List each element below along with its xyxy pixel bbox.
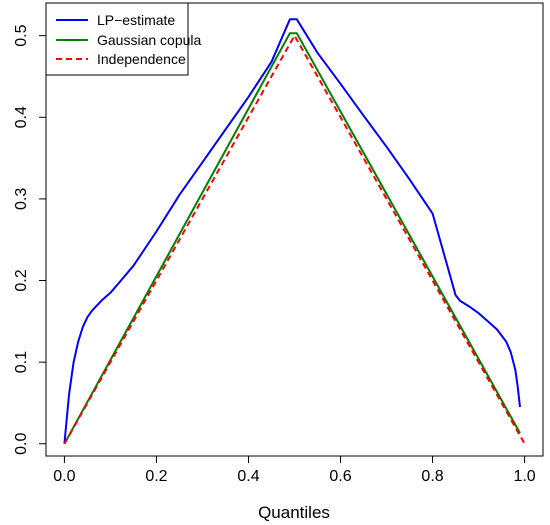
y-tick-label: 0.4 [13,106,30,128]
series-layer [63,18,526,445]
y-tick-label: 0.1 [13,351,30,373]
legend-label-gaussian-copula: Gaussian copula [97,32,202,48]
y-tick-label: 0.2 [13,269,30,291]
x-tick-label: 0.2 [145,468,167,485]
y-tick-label: 0.3 [13,188,30,210]
x-axis-title: Quantiles [258,503,330,522]
y-tick-label: 0.0 [13,433,30,455]
series-line-gaussian-copula [63,32,521,445]
y-axis: 0.0 0.1 0.2 0.3 0.4 0.5 [13,24,47,455]
x-tick-label: 0.6 [329,468,351,485]
x-tick-label: 0.4 [237,468,259,485]
series-line-lp-estimate [63,18,521,444]
x-tick-label: 0.0 [53,468,75,485]
series-line-independence [63,34,526,445]
legend-label-lp-estimate: LP−estimate [97,12,175,28]
x-axis: 0.0 0.2 0.4 0.6 0.8 1.0 [53,455,536,485]
legend-label-independence: Independence [97,51,186,67]
y-tick-label: 0.5 [13,24,30,46]
x-tick-label: 1.0 [513,468,535,485]
x-tick-label: 0.8 [421,468,443,485]
legend: LP−estimate Gaussian copula Independence [45,2,202,76]
